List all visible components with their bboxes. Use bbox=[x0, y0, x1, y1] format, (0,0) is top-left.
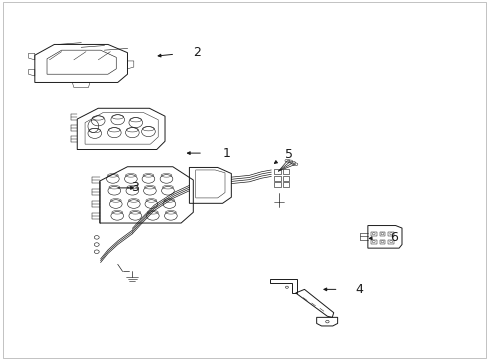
Text: 1: 1 bbox=[222, 147, 230, 159]
Text: 2: 2 bbox=[193, 46, 201, 59]
Bar bbox=[282, 176, 289, 181]
Bar bbox=[387, 231, 393, 236]
Bar bbox=[379, 231, 385, 236]
Text: 6: 6 bbox=[389, 231, 397, 244]
Bar bbox=[282, 169, 289, 174]
Bar bbox=[273, 182, 280, 187]
Bar bbox=[379, 239, 385, 244]
Bar bbox=[370, 239, 376, 244]
Text: 3: 3 bbox=[131, 181, 139, 194]
Bar bbox=[387, 239, 393, 244]
Bar bbox=[273, 169, 280, 174]
Bar bbox=[282, 182, 289, 187]
Text: 5: 5 bbox=[285, 148, 293, 161]
Bar bbox=[370, 231, 376, 236]
Bar bbox=[273, 176, 280, 181]
Text: 4: 4 bbox=[355, 283, 363, 296]
